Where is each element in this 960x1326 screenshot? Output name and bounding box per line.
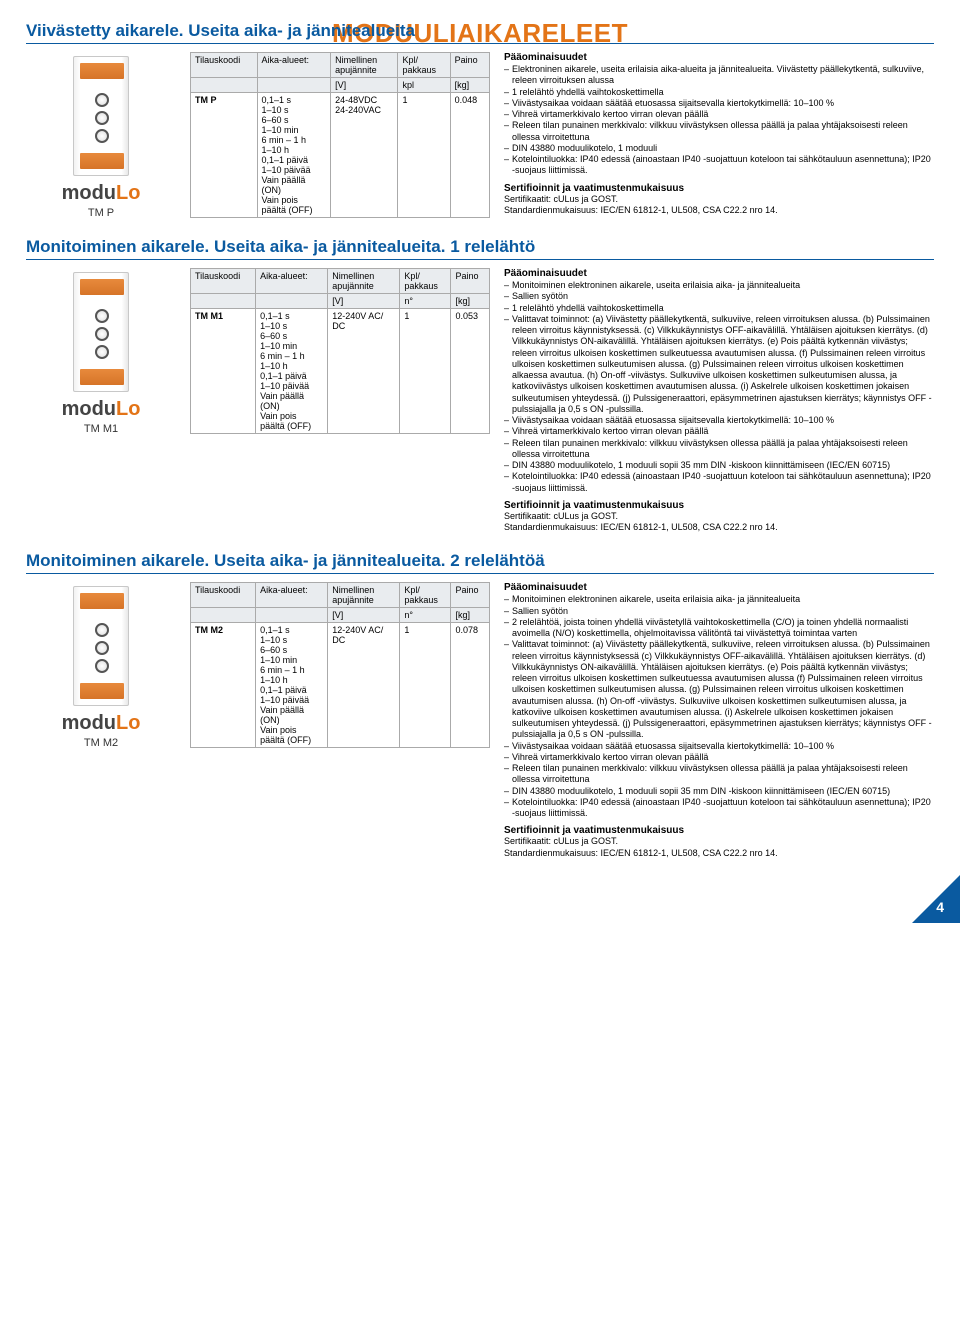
feature-item: Viivästysaikaa voidaan säätää etuosassa … bbox=[504, 741, 934, 752]
cell-voltage: 12-240V AC/ DC bbox=[328, 309, 400, 434]
product-section: moduLo TM M2 Tilauskoodi Aika-alueet: Ni… bbox=[26, 582, 934, 859]
feature-item: Viivästysaikaa voidaan säätää etuosassa … bbox=[504, 98, 934, 109]
cert-heading: Sertifioinnit ja vaatimustenmukaisuus bbox=[504, 825, 934, 836]
feature-item: Sallien syötön bbox=[504, 291, 934, 302]
feature-item: 1 relelähtö yhdellä vaihtokoskettimella bbox=[504, 87, 934, 98]
product-code-caption: TM M2 bbox=[26, 737, 176, 749]
product-image bbox=[73, 272, 129, 392]
table-row: TM P 0,1–1 s 1–10 s 6–60 s 1–10 min 6 mi… bbox=[191, 93, 490, 218]
feature-item: DIN 43880 moduulikotelo, 1 moduuli bbox=[504, 143, 934, 154]
th-qty: Kpl/pakkaus bbox=[400, 269, 451, 294]
feature-list: Monitoiminen elektroninen aikarele, usei… bbox=[504, 280, 934, 494]
product-code-caption: TM M1 bbox=[26, 423, 176, 435]
feature-item: Valittavat toiminnot: (a) Viivästetty pä… bbox=[504, 639, 934, 740]
feature-item: 2 relelähtöä, joista toinen yhdellä viiv… bbox=[504, 617, 934, 640]
feature-item: Valittavat toiminnot: (a) Viivästetty pä… bbox=[504, 314, 934, 415]
th-weight: Paino bbox=[451, 583, 490, 608]
section-title: Monitoiminen aikarele. Useita aika- ja j… bbox=[26, 551, 934, 574]
unit-weight: [kg] bbox=[450, 78, 489, 93]
feature-item: Kotelointiluokka: IP40 edessä (ainoastaa… bbox=[504, 797, 934, 820]
feature-item: Viivästysaikaa voidaan säätää etuosassa … bbox=[504, 415, 934, 426]
th-weight: Paino bbox=[450, 53, 489, 78]
cert-heading: Sertifioinnit ja vaatimustenmukaisuus bbox=[504, 183, 934, 194]
unit-volt: [V] bbox=[328, 294, 400, 309]
unit-qty: kpl bbox=[398, 78, 450, 93]
feature-item: Vihreä virtamerkkivalo kertoo virran ole… bbox=[504, 426, 934, 437]
section-title: Monitoiminen aikarele. Useita aika- ja j… bbox=[26, 237, 934, 260]
modulo-logo: moduLo bbox=[26, 398, 176, 421]
product-image bbox=[73, 56, 129, 176]
table-row: TM M2 0,1–1 s 1–10 s 6–60 s 1–10 min 6 m… bbox=[191, 623, 490, 748]
th-qty: Kpl/pakkaus bbox=[398, 53, 450, 78]
th-voltage: Nimellinenapujännite bbox=[328, 269, 400, 294]
unit-weight: [kg] bbox=[451, 294, 490, 309]
cell-weight: 0.048 bbox=[450, 93, 489, 218]
cell-qty: 1 bbox=[398, 93, 450, 218]
cell-qty: 1 bbox=[400, 623, 451, 748]
feature-item: Kotelointiluokka: IP40 edessä (ainoastaa… bbox=[504, 471, 934, 494]
feature-list: Monitoiminen elektroninen aikarele, usei… bbox=[504, 594, 934, 819]
product-section: moduLo TM P Tilauskoodi Aika-alueet: Nim… bbox=[26, 52, 934, 219]
feature-item: Releen tilan punainen merkkivalo: vilkku… bbox=[504, 763, 934, 786]
cell-qty: 1 bbox=[400, 309, 451, 434]
page-number-corner: 4 bbox=[26, 877, 934, 905]
cell-voltage: 24-48VDC 24-240VAC bbox=[331, 93, 398, 218]
spec-table: Tilauskoodi Aika-alueet: Nimellinenapujä… bbox=[190, 268, 490, 434]
feature-item: Kotelointiluokka: IP40 edessä (ainoastaa… bbox=[504, 154, 934, 177]
cell-code: TM M1 bbox=[191, 309, 256, 434]
cert-body: Sertifikaatit: cULus ja GOST.Standardien… bbox=[504, 194, 934, 217]
feature-item: 1 relelähtö yhdellä vaihtokoskettimella bbox=[504, 303, 934, 314]
unit-volt: [V] bbox=[328, 608, 400, 623]
cell-weight: 0.078 bbox=[451, 623, 490, 748]
feature-item: Monitoiminen elektroninen aikarele, usei… bbox=[504, 594, 934, 605]
cell-code: TM M2 bbox=[191, 623, 256, 748]
feature-item: Releen tilan punainen merkkivalo: vilkku… bbox=[504, 120, 934, 143]
product-section: moduLo TM M1 Tilauskoodi Aika-alueet: Ni… bbox=[26, 268, 934, 533]
cell-ranges: 0,1–1 s 1–10 s 6–60 s 1–10 min 6 min – 1… bbox=[257, 93, 331, 218]
unit-qty: n° bbox=[400, 608, 451, 623]
feature-item: DIN 43880 moduulikotelo, 1 moduuli sopii… bbox=[504, 460, 934, 471]
feature-item: Monitoiminen elektroninen aikarele, usei… bbox=[504, 280, 934, 291]
th-ranges: Aika-alueet: bbox=[257, 53, 331, 78]
unit-volt: [V] bbox=[331, 78, 398, 93]
product-image bbox=[73, 586, 129, 706]
th-weight: Paino bbox=[451, 269, 490, 294]
th-voltage: Nimellinenapujännite bbox=[331, 53, 398, 78]
cert-body: Sertifikaatit: cULus ja GOST.Standardien… bbox=[504, 836, 934, 859]
th-voltage: Nimellinenapujännite bbox=[328, 583, 400, 608]
feature-item: DIN 43880 moduulikotelo, 1 moduuli sopii… bbox=[504, 786, 934, 797]
cell-ranges: 0,1–1 s 1–10 s 6–60 s 1–10 min 6 min – 1… bbox=[256, 309, 328, 434]
modulo-logo: moduLo bbox=[26, 182, 176, 205]
th-ranges: Aika-alueet: bbox=[256, 583, 328, 608]
cell-code: TM P bbox=[191, 93, 258, 218]
feature-item: Vihreä virtamerkkivalo kertoo virran ole… bbox=[504, 109, 934, 120]
th-qty: Kpl/pakkaus bbox=[400, 583, 451, 608]
unit-qty: n° bbox=[400, 294, 451, 309]
feature-list: Elektroninen aikarele, useita erilaisia … bbox=[504, 64, 934, 177]
product-code-caption: TM P bbox=[26, 207, 176, 219]
cell-voltage: 12-240V AC/ DC bbox=[328, 623, 400, 748]
th-code: Tilauskoodi bbox=[191, 583, 256, 608]
cert-heading: Sertifioinnit ja vaatimustenmukaisuus bbox=[504, 500, 934, 511]
cert-body: Sertifikaatit: cULus ja GOST.Standardien… bbox=[504, 511, 934, 534]
feature-item: Elektroninen aikarele, useita erilaisia … bbox=[504, 64, 934, 87]
features-heading: Pääominaisuudet bbox=[504, 268, 934, 279]
feature-item: Releen tilan punainen merkkivalo: vilkku… bbox=[504, 438, 934, 461]
th-ranges: Aika-alueet: bbox=[256, 269, 328, 294]
unit-weight: [kg] bbox=[451, 608, 490, 623]
modulo-logo: moduLo bbox=[26, 712, 176, 735]
th-code: Tilauskoodi bbox=[191, 53, 258, 78]
spec-table: Tilauskoodi Aika-alueet: Nimellinenapujä… bbox=[190, 52, 490, 218]
table-row: TM M1 0,1–1 s 1–10 s 6–60 s 1–10 min 6 m… bbox=[191, 309, 490, 434]
features-heading: Pääominaisuudet bbox=[504, 52, 934, 63]
spec-table: Tilauskoodi Aika-alueet: Nimellinenapujä… bbox=[190, 582, 490, 748]
cell-weight: 0.053 bbox=[451, 309, 490, 434]
page-number: 4 bbox=[936, 899, 944, 915]
feature-item: Sallien syötön bbox=[504, 606, 934, 617]
features-heading: Pääominaisuudet bbox=[504, 582, 934, 593]
cell-ranges: 0,1–1 s 1–10 s 6–60 s 1–10 min 6 min – 1… bbox=[256, 623, 328, 748]
feature-item: Vihreä virtamerkkivalo kertoo virran ole… bbox=[504, 752, 934, 763]
th-code: Tilauskoodi bbox=[191, 269, 256, 294]
